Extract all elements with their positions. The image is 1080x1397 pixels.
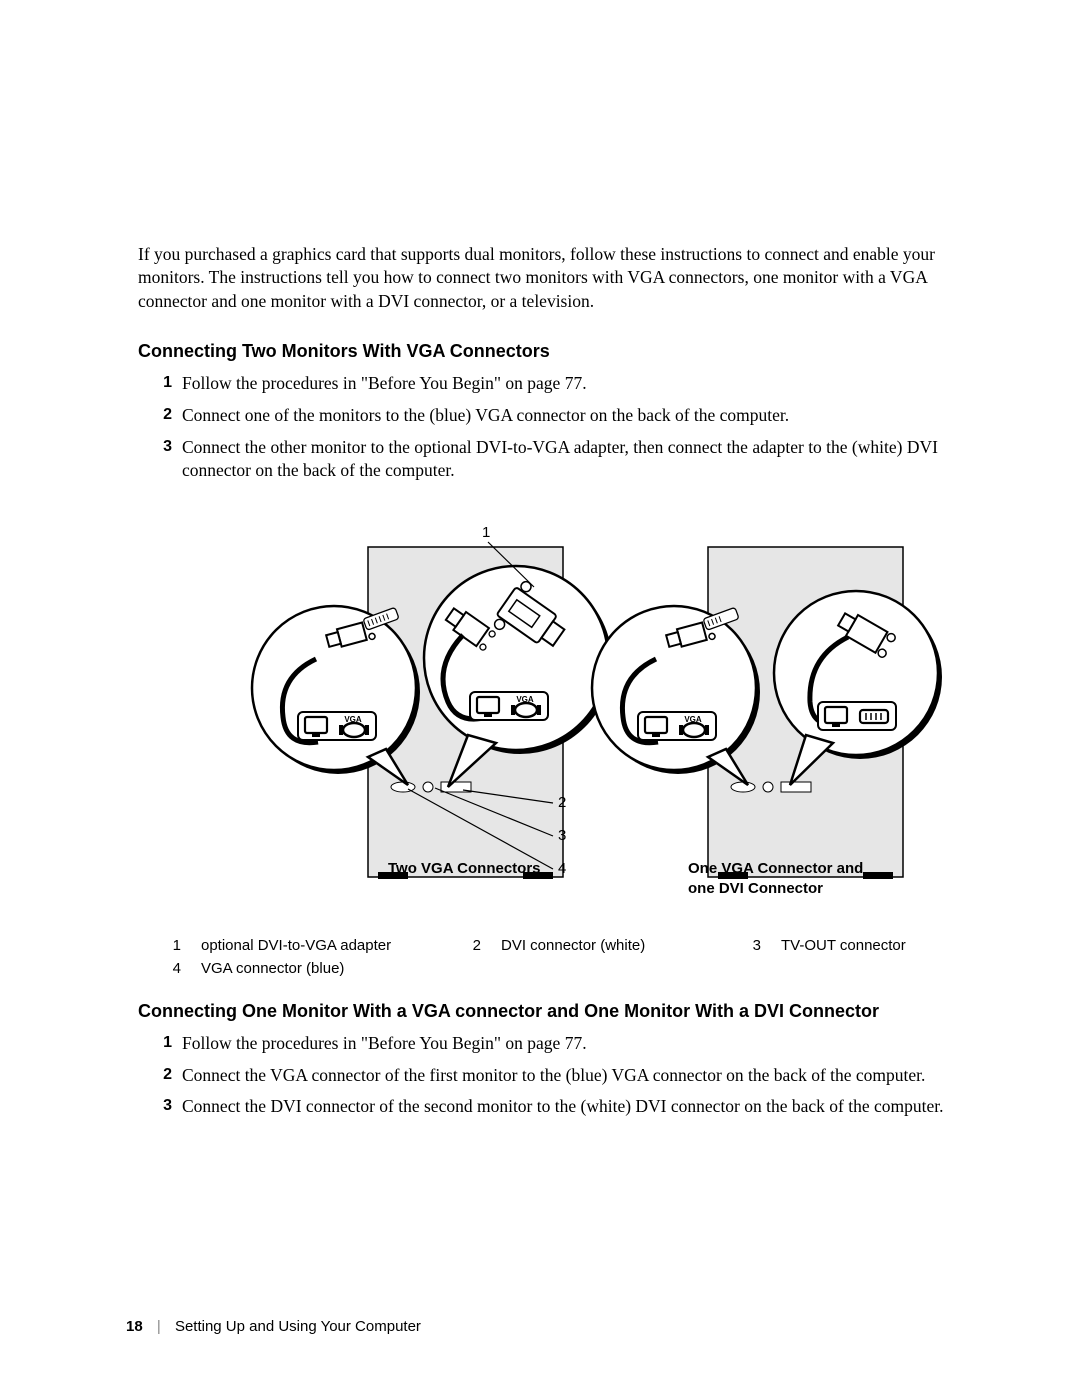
legend-item: 1 optional DVI-to-VGA adapter xyxy=(153,937,413,954)
step-item: Connect the VGA connector of the first m… xyxy=(178,1064,950,1088)
step-item: Follow the procedures in "Before You Beg… xyxy=(178,372,950,396)
section2-steps: Follow the procedures in "Before You Beg… xyxy=(138,1032,950,1119)
section1-heading: Connecting Two Monitors With VGA Connect… xyxy=(138,341,950,362)
caption-right-2: one DVI Connector xyxy=(688,880,823,897)
legend-num: 2 xyxy=(453,937,481,954)
step-item: Follow the procedures in "Before You Beg… xyxy=(178,1032,950,1056)
legend-num: 4 xyxy=(153,960,181,977)
caption-right-1: One VGA Connector and xyxy=(688,860,863,877)
legend-text: optional DVI-to-VGA adapter xyxy=(201,937,391,954)
page-number: 18 xyxy=(126,1318,143,1335)
left-tower-group: VGA xyxy=(252,524,612,879)
legend: 1 optional DVI-to-VGA adapter 2 DVI conn… xyxy=(153,937,950,977)
legend-item: 4 VGA connector (blue) xyxy=(153,960,344,977)
footer-title: Setting Up and Using Your Computer xyxy=(175,1318,421,1335)
page-footer: 18 | Setting Up and Using Your Computer xyxy=(126,1318,421,1335)
section1-steps: Follow the procedures in "Before You Beg… xyxy=(138,372,950,483)
step-item: Connect one of the monitors to the (blue… xyxy=(178,404,950,428)
caption-left: Two VGA Connectors xyxy=(388,860,541,877)
diagram: VGA xyxy=(238,507,950,927)
legend-num: 3 xyxy=(733,937,761,954)
legend-text: DVI connector (white) xyxy=(501,937,645,954)
callout-3: 3 xyxy=(558,827,566,844)
footer-separator: | xyxy=(157,1318,161,1335)
legend-item: 2 DVI connector (white) xyxy=(453,937,693,954)
legend-text: VGA connector (blue) xyxy=(201,960,344,977)
right-tower-group: VGA xyxy=(592,547,942,897)
legend-item: 3 TV-OUT connector xyxy=(733,937,906,954)
diagram-svg: VGA xyxy=(238,507,998,927)
legend-row: 1 optional DVI-to-VGA adapter 2 DVI conn… xyxy=(153,937,950,954)
step-item: Connect the other monitor to the optiona… xyxy=(178,436,950,483)
legend-num: 1 xyxy=(153,937,181,954)
callout-4: 4 xyxy=(558,860,566,877)
legend-row: 4 VGA connector (blue) xyxy=(153,960,950,977)
page-content: If you purchased a graphics card that su… xyxy=(0,0,1080,1201)
port-row-left xyxy=(391,782,471,792)
legend-text: TV-OUT connector xyxy=(781,937,906,954)
callout-1: 1 xyxy=(482,524,490,541)
callout-2: 2 xyxy=(558,794,566,811)
step-item: Connect the DVI connector of the second … xyxy=(178,1095,950,1119)
section2-heading: Connecting One Monitor With a VGA connec… xyxy=(138,1001,950,1022)
intro-paragraph: If you purchased a graphics card that su… xyxy=(138,243,950,314)
